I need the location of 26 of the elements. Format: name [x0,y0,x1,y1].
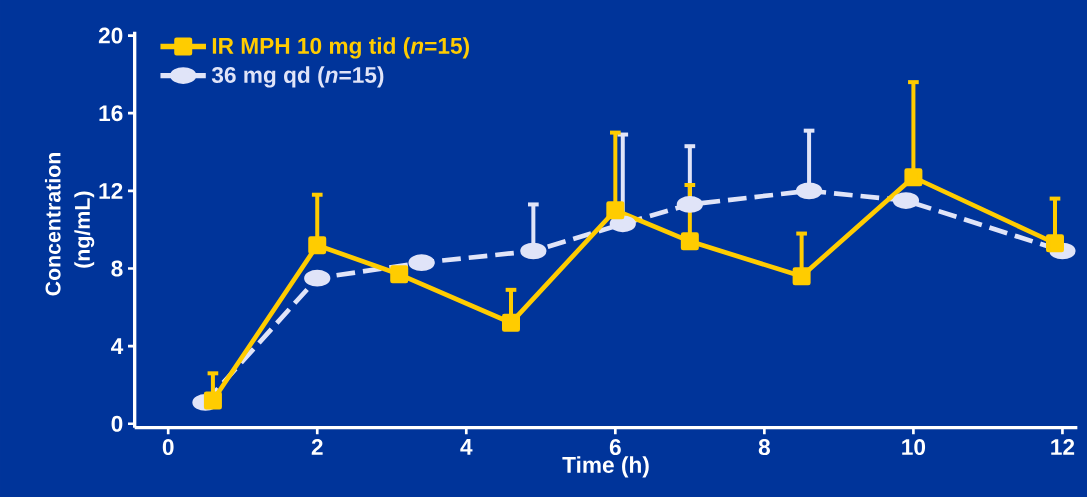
y-tick-label: 20 [98,27,123,44]
legend-label: 36 mg qd (n=15) [211,66,384,88]
point [904,168,923,187]
y-tick-label: 4 [111,338,124,354]
x-tick-label: 6 [609,439,621,456]
legend-label: IR MPH 10 mg tid (n=15) [212,37,469,59]
x-tick-label: 4 [460,439,473,455]
y-tick-label: 12 [99,182,123,199]
point [390,265,409,284]
x-tick-label: 2 [311,439,323,455]
point [606,201,625,220]
x-tick-label: 0 [162,439,174,456]
point [680,232,699,251]
point [203,391,222,410]
x-axis-title: Time (h) [562,456,649,478]
point [308,236,327,255]
y-axis-title: Concentration (ng/mL) [44,153,95,296]
point [792,267,811,286]
y-tick-label: 0 [111,415,123,432]
x-tick-label: 8 [758,439,770,456]
y-tick-label: 16 [99,105,123,122]
x-tick-label: 12 [1051,439,1075,455]
y-tick-label: 8 [111,260,123,277]
point [501,313,520,332]
x-tick-label: 10 [902,439,926,456]
point [1045,234,1064,253]
